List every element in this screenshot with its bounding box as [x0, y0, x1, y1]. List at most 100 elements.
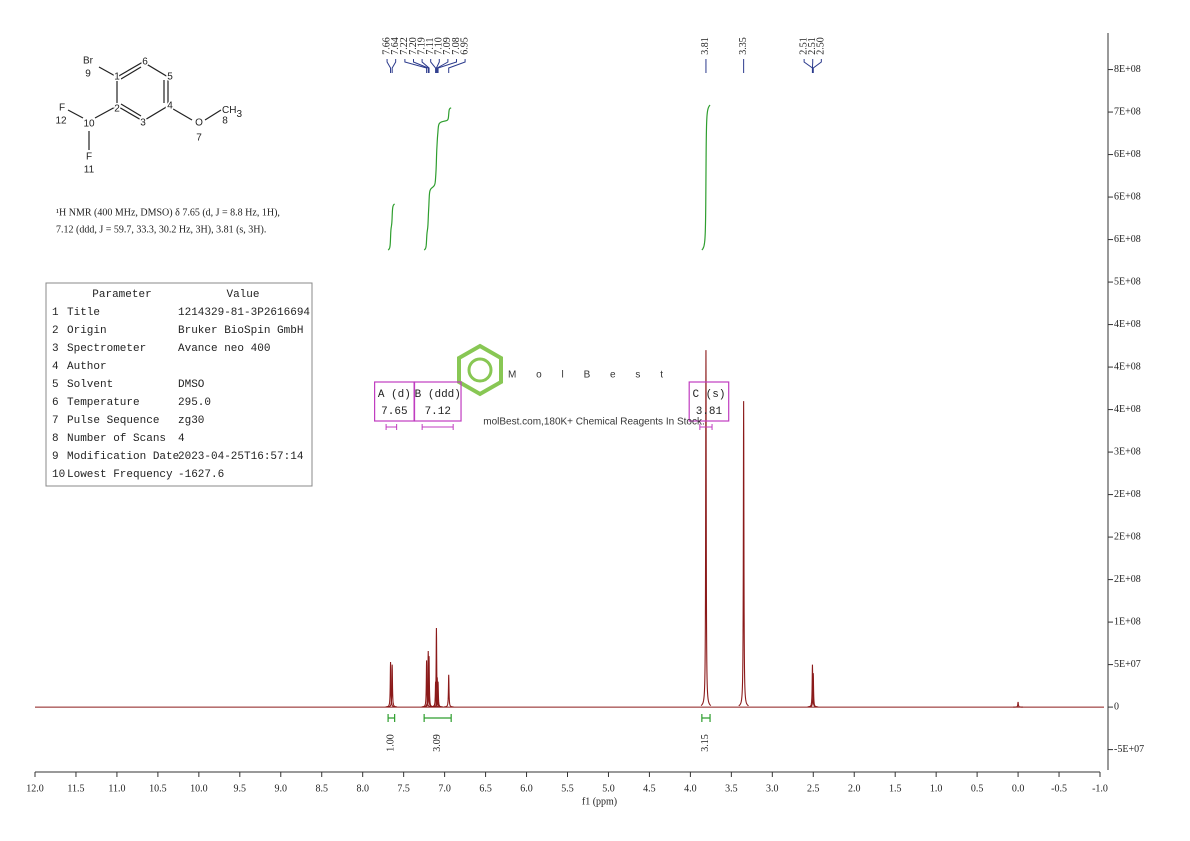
peak-label: 7.66	[381, 37, 392, 55]
x-tick-label: 5.5	[561, 783, 574, 794]
peak-leader	[412, 59, 429, 73]
table-cell: 295.0	[178, 397, 211, 409]
peak-label: 7.20	[408, 37, 419, 55]
peak-label: 7.22	[399, 37, 410, 55]
peak	[443, 674, 454, 708]
multiplet-name: A (d)	[378, 389, 411, 401]
peak-label: 3.81	[700, 37, 711, 55]
nmr-description: 7.12 (ddd, J = 59.7, 33.3, 30.2 Hz, 3H),…	[56, 224, 266, 235]
peak-label: 7.10	[434, 37, 445, 55]
table-cell: 8	[52, 433, 59, 445]
multiplet-name: C (s)	[692, 389, 725, 401]
multiplet-bracket	[385, 424, 398, 430]
table-cell: Author	[67, 361, 107, 373]
multiplet-box	[413, 381, 462, 422]
atom-label: 11	[84, 165, 95, 176]
x-tick-label: 3.5	[725, 783, 738, 794]
peak	[387, 664, 398, 708]
peak	[1013, 701, 1023, 708]
y-tick-label: 6E+08	[1114, 234, 1141, 245]
atom-label: 12	[55, 116, 67, 127]
atom-label: O	[195, 118, 203, 129]
y-tick-label: 4E+08	[1114, 361, 1141, 372]
multiplet-bracket	[421, 424, 454, 430]
x-tick-label: 0.0	[1012, 783, 1025, 794]
table-cell: -1627.6	[178, 469, 224, 481]
atom-label: 7	[196, 133, 202, 144]
table-cell: 1214329-81-3P2616694	[178, 307, 310, 319]
table-cell: 5	[52, 379, 59, 391]
table-cell: 7	[52, 415, 59, 427]
atom-label: F	[86, 152, 92, 163]
y-tick-label: 2E+08	[1114, 489, 1141, 500]
atom-label: 6	[142, 57, 148, 68]
x-tick-label: 11.0	[108, 783, 125, 794]
multiplet-bracket	[699, 424, 713, 430]
table-header: Parameter	[92, 289, 151, 301]
integral-value: 3.09	[432, 734, 443, 752]
peak-label: 7.09	[442, 37, 453, 55]
integral-bracket	[387, 714, 396, 722]
atom-label: 4	[167, 101, 173, 112]
y-tick-label: 3E+08	[1114, 446, 1141, 457]
table-cell: Solvent	[67, 379, 113, 391]
atom-label: Br	[83, 56, 94, 67]
peak-leader	[437, 59, 457, 73]
x-tick-label: 1.5	[889, 783, 902, 794]
x-tick-label: 2.5	[807, 783, 820, 794]
x-tick-label: 8.0	[356, 783, 369, 794]
multiplet-shift: 7.65	[381, 406, 407, 418]
structure-bonds	[67, 61, 222, 150]
parameter-table-frame	[45, 282, 313, 487]
peak	[808, 673, 819, 708]
integral-curve	[387, 203, 395, 251]
x-tick-label: 5.0	[602, 783, 615, 794]
multiplet-shift: 7.12	[425, 406, 451, 418]
peak-leader	[386, 59, 392, 73]
x-tick-label: 9.5	[234, 783, 247, 794]
multiplet-name: B (ddd)	[415, 389, 461, 401]
x-tick-label: 4.5	[643, 783, 656, 794]
atom-subscript: 3	[236, 109, 242, 120]
table-cell: Avance neo 400	[178, 343, 270, 355]
x-tick-label: 8.5	[315, 783, 328, 794]
peak	[433, 681, 443, 708]
peak-label: 2.51	[798, 37, 809, 55]
x-tick-label: 6.5	[479, 783, 492, 794]
atom-label: 9	[85, 69, 91, 80]
integral-value: 3.15	[700, 734, 711, 752]
peak-label: 3.35	[738, 37, 749, 55]
y-tick-label: 1E+08	[1114, 616, 1141, 627]
nmr-description: ¹H NMR (400 MHz, DMSO) δ 7.65 (d, J = 8.…	[56, 207, 280, 218]
x-tick-label: 10.5	[149, 783, 167, 794]
table-cell: 2023-04-25T16:57:14	[178, 451, 304, 463]
table-cell: Pulse Sequence	[67, 415, 159, 427]
x-tick-label: -0.5	[1051, 783, 1067, 794]
y-tick-label: 8E+08	[1114, 64, 1141, 75]
y-tick-label: 4E+08	[1114, 404, 1141, 415]
peak	[738, 401, 749, 707]
y-tick-label: 4E+08	[1114, 319, 1141, 330]
table-cell: Spectrometer	[67, 343, 146, 355]
x-tick-label: 4.0	[684, 783, 697, 794]
multiplet-shift: 3.81	[696, 406, 723, 418]
y-tick-label: 2E+08	[1114, 574, 1141, 585]
x-tick-label: 7.0	[438, 783, 451, 794]
atom-label: 5	[167, 72, 173, 83]
peak-label: 7.11	[425, 37, 436, 54]
x-tick-label: -1.0	[1092, 783, 1108, 794]
table-cell: 9	[52, 451, 59, 463]
table-cell: DMSO	[178, 379, 205, 391]
peak-leader	[404, 59, 428, 73]
peak-label: 7.64	[390, 37, 401, 55]
table-cell: Temperature	[67, 397, 140, 409]
x-tick-label: 10.0	[190, 783, 208, 794]
y-tick-label: -5E+07	[1114, 744, 1144, 755]
peak-leader	[421, 59, 430, 73]
y-tick-label: 2E+08	[1114, 531, 1141, 542]
integral-bracket	[423, 714, 452, 722]
y-tick-label: 0	[1114, 701, 1119, 712]
table-cell: 6	[52, 397, 59, 409]
